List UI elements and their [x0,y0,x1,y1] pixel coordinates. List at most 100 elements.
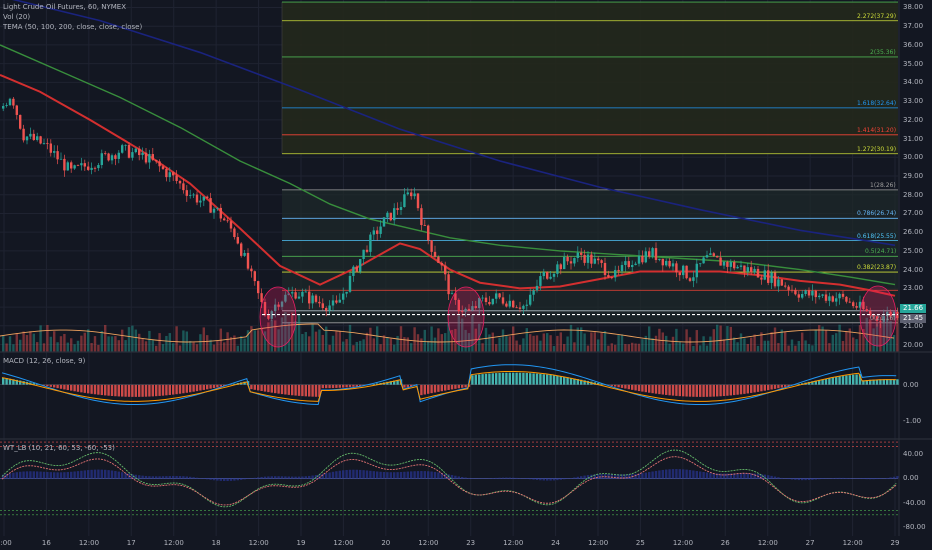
wt-diff-bar [661,469,664,479]
wt-diff-bar [580,476,583,479]
candle-body [369,234,372,252]
wt-diff-bar [807,478,811,481]
macd-bar [427,384,430,394]
wt-diff-bar [593,474,596,479]
macd-bar [352,384,355,387]
candle-body [848,301,851,303]
candle-body [148,154,151,163]
wt-diff-bar [291,476,294,479]
volume-bar [450,329,454,352]
wt-diff-bar [342,470,345,479]
wt-diff-bar [219,478,222,481]
macd-bar [280,384,284,395]
wt-diff-bar [308,475,311,479]
wt-diff-bar [777,477,780,479]
macd-bar [733,384,736,396]
fib-level-label: 0.5(24.71) [865,248,897,256]
wt-diff-bar [671,469,675,479]
volume-bar [240,336,243,352]
wt-diff-bar [131,474,134,479]
wt-legend[interactable]: WT_LB (10, 21, 60, 53, -60, -53) [3,444,115,452]
macd-bar [168,384,171,395]
wt-diff-bar [716,473,719,479]
candle-body [59,158,63,160]
candle-body [396,208,399,210]
macd-bar [610,384,613,386]
volume-bar [467,333,471,352]
macd-bar [828,378,831,385]
wt-diff-bar [389,472,392,479]
macd-bar [478,374,481,385]
macd-bar [440,384,443,392]
macd-bar [685,384,688,397]
volume-bar [260,327,263,352]
macd-bar [192,384,195,392]
highlight-ellipse [447,286,485,348]
macd-bar [875,379,879,385]
macd-bar [838,376,841,385]
macd-bar [760,384,763,392]
candle-body [736,266,739,269]
price-tick-label: 36.00 [903,40,924,49]
volume-legend[interactable]: Vol (20) [3,13,31,21]
wt-diff-bar [19,471,22,479]
wt-diff-bar [141,475,144,479]
macd-bar [386,381,389,385]
volume-bar [620,334,624,352]
volume-bar [753,334,756,352]
macd-histogram [2,372,899,397]
volume-bar [216,340,219,352]
volume-bar [423,329,426,352]
volume-bar [229,337,233,352]
candle-body [702,257,705,264]
tema-legend[interactable]: TEMA (50, 100, 200, close, close, close) [3,23,143,31]
symbol-legend[interactable]: Light Crude Oil Futures, 60, NYMEX [3,3,127,11]
candle-body [192,194,195,196]
wt-diff-bar [331,471,335,479]
macd-bar [831,377,834,385]
candle-body [852,302,855,307]
wt-diff-bar [15,472,18,479]
time-tick-label: 25 [635,539,645,547]
candle-body [53,151,56,153]
wt-diff-bar [335,471,338,479]
wt-diff-bar [610,474,613,479]
candle-body [617,269,620,272]
macd-bar [325,384,328,389]
candle-body [440,262,443,266]
macd-bar [787,384,790,387]
price-tick-label: 33.00 [903,97,924,106]
volume-bar [76,340,80,352]
volume-bar [845,331,848,352]
volume-bar [416,334,420,352]
wt-diff-bar [39,471,42,479]
macd-legend[interactable]: MACD (12, 26, close, 9) [3,357,86,365]
candle-body [641,255,644,263]
wt-diff-bar [600,474,603,479]
wt-line-1 [1,449,897,508]
volume-bar [746,343,749,352]
macd-bar [172,384,175,395]
macd-bar [8,378,12,385]
wt-diff-bar [260,476,263,479]
volume-bar [872,328,875,352]
candle-body [138,148,141,156]
candle-body [199,200,202,203]
time-tick-label: 12:00 [672,539,694,547]
macd-bar [22,381,25,385]
wt-diff-bar [763,474,766,479]
wt-diff-bar [151,476,154,479]
wt-diff-bar [206,478,209,480]
wt-diff-bar [532,478,535,480]
volume-bar [804,340,807,352]
wt-diff-bar [665,469,668,479]
wt-diff-bar [644,472,647,479]
wt-diff-bar [505,477,508,479]
candle-body [620,265,624,272]
candle-body [19,114,22,129]
candle-body [522,305,525,309]
macd-bar [216,384,219,388]
volume-bar [144,341,148,352]
